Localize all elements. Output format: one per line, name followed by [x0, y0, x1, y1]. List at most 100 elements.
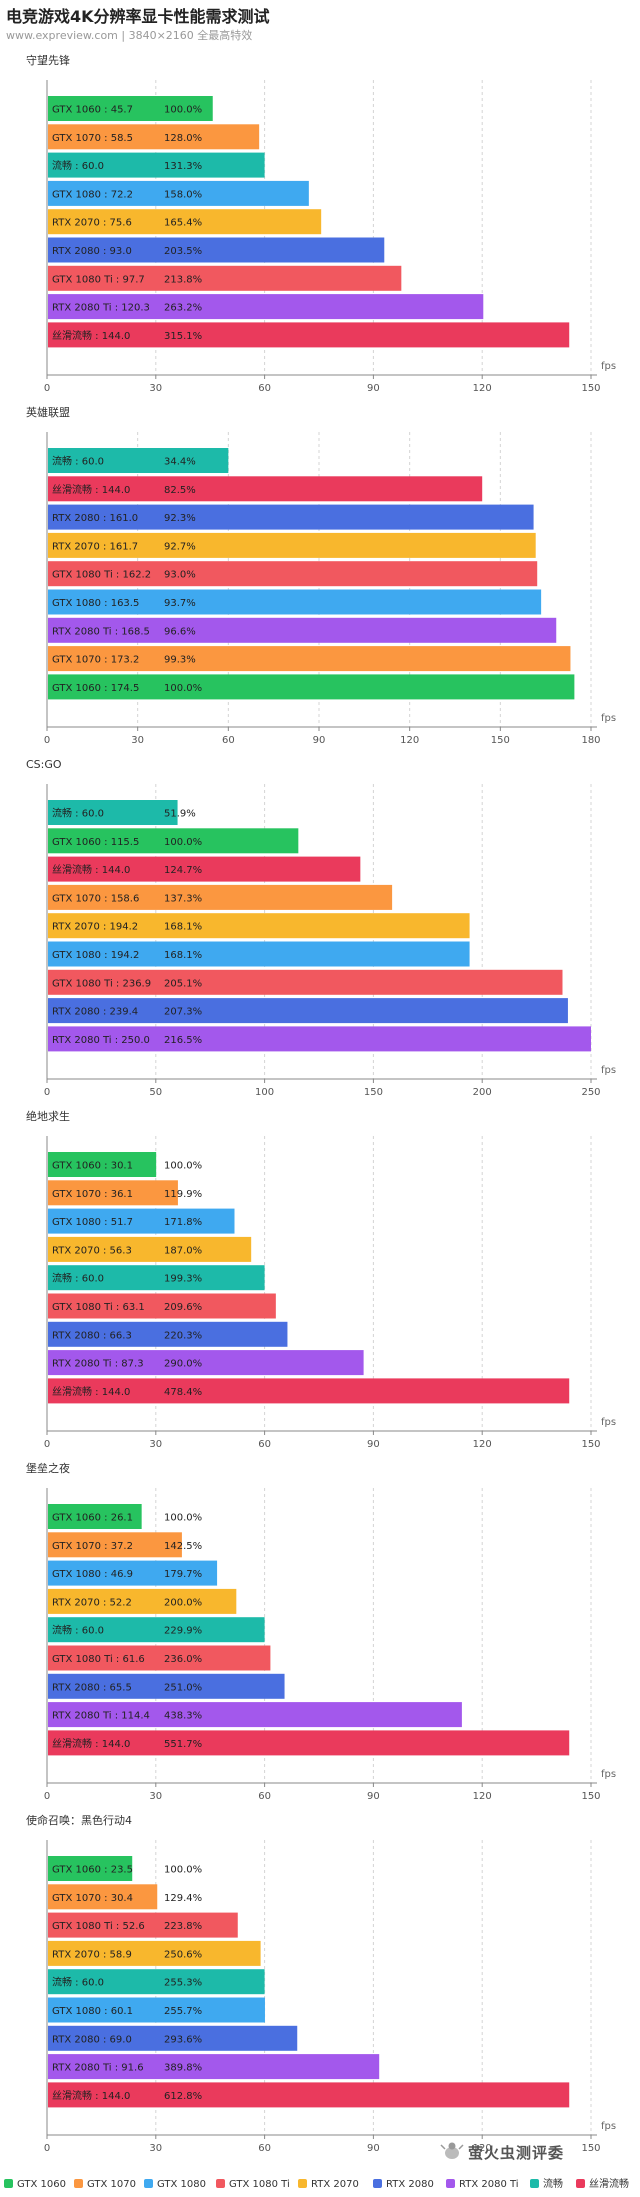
chart-0-bar-rtx-2070 [48, 209, 322, 235]
chart-2-bar-label: GTX 1060 : 115.5 [52, 837, 139, 848]
chart-5-bar-percent: 223.8% [164, 1921, 202, 1932]
legend-swatch [373, 2179, 382, 2188]
chart-0-bar-gtx-1060 [48, 96, 213, 121]
chart-1-bar-rtx-2070 [48, 532, 536, 558]
chart-4-bar-label: GTX 1080 : 46.9 [52, 1569, 133, 1580]
chart-1-tick-label: 180 [581, 735, 600, 746]
legend-item: RTX 2070 [298, 2178, 359, 2192]
legend-item: GTX 1080 Ti [216, 2178, 290, 2192]
chart-0-tick-label: 0 [44, 383, 50, 394]
chart-2-bar-gtx-1080 [48, 941, 470, 967]
chart-1-bar-percent: 93.0% [164, 570, 196, 581]
chart-2-bar-percent: 207.3% [164, 1007, 202, 1018]
chart-2-bar-percent: 124.7% [164, 865, 202, 876]
chart-1-bar-gtx-1060 [48, 674, 575, 700]
chart-1-bar-percent: 93.7% [164, 598, 196, 609]
chart-4-bar-gtx-1070 [48, 1532, 182, 1558]
legend-label: RTX 2080 [386, 2179, 434, 2190]
chart-5-tick-label: 90 [367, 2143, 380, 2154]
chart-2-bar-percent: 137.3% [164, 893, 202, 904]
chart-0-bar-percent: 128.0% [164, 133, 202, 144]
chart-0-bar-label: GTX 1070 : 58.5 [52, 133, 133, 144]
chart-2-bar-label: RTX 2080 Ti : 250.0 [52, 1035, 150, 1046]
chart-4-bar-percent: 236.0% [164, 1654, 202, 1665]
chart-5-bar-percent: 129.4% [164, 1893, 202, 1904]
chart-5-tick-label: 0 [44, 2143, 50, 2154]
chart-1-bar-label: GTX 1070 : 173.2 [52, 655, 139, 666]
chart-1-bar-label: RTX 2070 : 161.7 [52, 541, 138, 552]
chart-4-bar-percent: 200.0% [164, 1597, 202, 1608]
chart-4-bar-percent: 100.0% [164, 1513, 202, 1524]
legend-label: GTX 1080 Ti [229, 2179, 290, 2190]
legend: GTX 1060 GTX 1070 GTX 1080 GTX 1080 Ti RTX 2… [0, 2176, 640, 2194]
chart-5-bar-gtx-1080 [48, 1997, 265, 2023]
watermark-text: 萤火虫测评委 [468, 2144, 565, 2162]
chart-2-bar-percent: 168.1% [164, 950, 202, 961]
legend-label: GTX 1060 [17, 2179, 66, 2190]
chart-5-bar-smooth [48, 1969, 265, 1995]
watermark: 萤火虫测评委 [440, 2140, 630, 2164]
legend-label: 丝滑流畅 [589, 2179, 629, 2190]
chart-3-bar-label: 丝滑流畅 : 144.0 [52, 1385, 130, 1398]
chart-1-bar-label: 丝滑流畅 : 144.0 [52, 483, 130, 496]
chart-3-bar-label: GTX 1070 : 36.1 [52, 1189, 133, 1200]
chart-5-bar-label: 流畅 : 60.0 [52, 1976, 104, 1989]
chart-4-bar-label: 丝滑流畅 : 144.0 [52, 1737, 130, 1750]
chart-4-tick-label: 120 [473, 1791, 492, 1802]
chart-3-bar-gtx-1070 [48, 1180, 178, 1206]
chart-0-bar-silky-smooth [48, 322, 570, 348]
chart-0-bar-rtx-2080 [48, 237, 385, 263]
chart-3-bar-smooth [48, 1265, 265, 1291]
chart-4-tick-label: 60 [258, 1791, 271, 1802]
chart-3-bar-label: 流畅 : 60.0 [52, 1272, 104, 1285]
chart-4-tick-label: 0 [44, 1791, 50, 1802]
chart-2-axis-unit: fps [601, 1065, 616, 1076]
legend-label: GTX 1070 [87, 2179, 136, 2190]
chart-3-bar-label: GTX 1060 : 30.1 [52, 1161, 133, 1172]
chart-2-bar-smooth [48, 800, 178, 825]
chart-2-title: CS:GO [26, 758, 62, 771]
chart-4-bar-label: RTX 2080 : 65.5 [52, 1682, 132, 1693]
chart-1-bar-percent: 34.4% [164, 457, 196, 468]
legend-item: RTX 2080 Ti [446, 2178, 519, 2192]
chart-1-bar-percent: 92.7% [164, 541, 196, 552]
chart-1-bar-silky-smooth [48, 476, 483, 502]
legend-swatch [74, 2179, 83, 2188]
chart-3-bar-percent: 478.4% [164, 1387, 202, 1398]
firefly-logo-icon [440, 2142, 464, 2159]
chart-5-bar-label: RTX 2070 : 58.9 [52, 1949, 132, 1960]
chart-0-bar-label: RTX 2070 : 75.6 [52, 218, 132, 229]
legend-item: RTX 2080 [373, 2178, 434, 2192]
chart-4-bar-gtx-1080-ti [48, 1645, 271, 1671]
chart-0-bar-rtx-2080-ti [48, 294, 484, 320]
chart-2-bar-gtx-1070 [48, 884, 393, 910]
chart-4-bar-rtx-2070 [48, 1588, 237, 1614]
chart-1-bar-label: GTX 1060 : 174.5 [52, 683, 139, 694]
chart-5-tick-label: 60 [258, 2143, 271, 2154]
page-subtitle: www.expreview.com | 3840×2160 全最高特效 [6, 29, 253, 42]
chart-0-bar-label: 流畅 : 60.0 [52, 159, 104, 172]
chart-1-tick-label: 30 [131, 735, 144, 746]
chart-0-tick-label: 30 [149, 383, 162, 394]
chart-5-title: 使命召唤：黑色行动4 [26, 1813, 132, 1827]
chart-1-bar-percent: 82.5% [164, 485, 196, 496]
legend-item: GTX 1080 [144, 2178, 206, 2192]
chart-1-bar-label: 流畅 : 60.0 [52, 455, 104, 468]
chart-1-bar-gtx-1080-ti [48, 561, 538, 587]
chart-1-bar-percent: 99.3% [164, 655, 196, 666]
chart-5-bar-percent: 389.8% [164, 2063, 202, 2074]
chart-0-bar-percent: 158.0% [164, 189, 202, 200]
chart-4-tick-label: 150 [581, 1791, 600, 1802]
legend-label: 流畅 [543, 2179, 563, 2190]
chart-0-bar-smooth [48, 152, 265, 178]
chart-5-bar-percent: 250.6% [164, 1949, 202, 1960]
legend-item: GTX 1070 [74, 2178, 136, 2192]
chart-0-tick-label: 90 [367, 383, 380, 394]
chart-2-bar-label: 流畅 : 60.0 [52, 807, 104, 820]
chart-4-bar-rtx-2080-ti [48, 1702, 462, 1728]
chart-5-bar-label: GTX 1080 Ti : 52.6 [52, 1921, 145, 1932]
chart-3-bar-label: RTX 2070 : 56.3 [52, 1245, 132, 1256]
chart-5-bar-label: GTX 1060 : 23.5 [52, 1865, 133, 1876]
chart-0-bar-label: 丝滑流畅 : 144.0 [52, 329, 130, 342]
